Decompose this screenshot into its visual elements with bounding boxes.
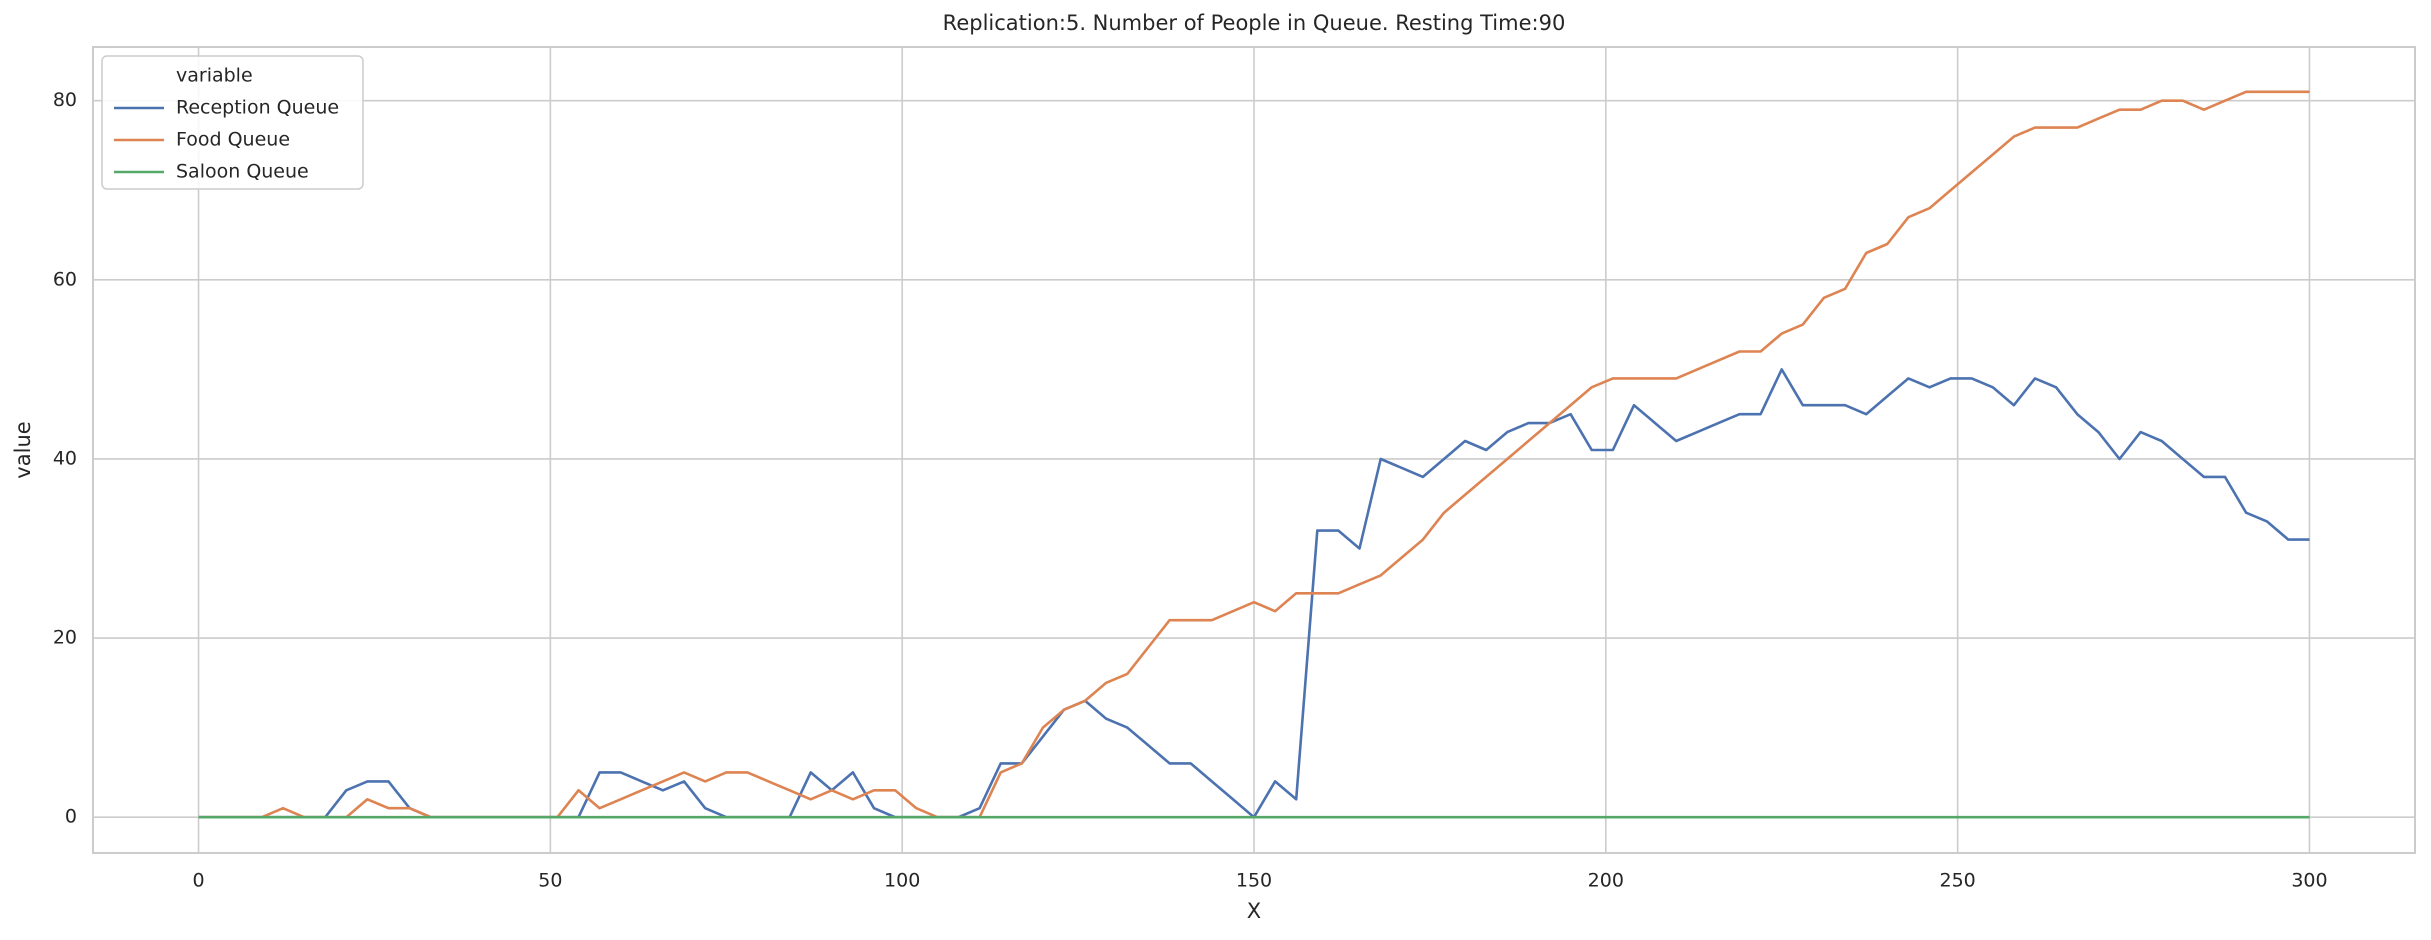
x-tick-label: 300 bbox=[2291, 870, 2327, 892]
chart-title: Replication:5. Number of People in Queue… bbox=[943, 11, 1566, 35]
x-tick-label: 200 bbox=[1588, 870, 1624, 892]
legend-box bbox=[101, 55, 364, 190]
legend-title: variable bbox=[176, 65, 253, 87]
y-axis-label: value bbox=[11, 421, 35, 478]
legend-label: Reception Queue bbox=[176, 97, 339, 119]
x-tick-label: 50 bbox=[538, 870, 562, 892]
legend-label: Food Queue bbox=[176, 129, 290, 151]
y-tick-label: 20 bbox=[53, 627, 77, 649]
y-tick-label: 60 bbox=[53, 268, 77, 290]
y-tick-label: 40 bbox=[53, 447, 77, 469]
x-axis-label: X bbox=[1247, 899, 1261, 923]
x-tick-label: 250 bbox=[1940, 870, 1976, 892]
x-tick-label: 100 bbox=[884, 870, 920, 892]
y-tick-label: 80 bbox=[53, 89, 77, 111]
legend-label: Saloon Queue bbox=[176, 161, 309, 183]
x-tick-label: 0 bbox=[192, 870, 204, 892]
y-tick-label: 0 bbox=[65, 806, 77, 828]
x-tick-label: 150 bbox=[1236, 870, 1272, 892]
